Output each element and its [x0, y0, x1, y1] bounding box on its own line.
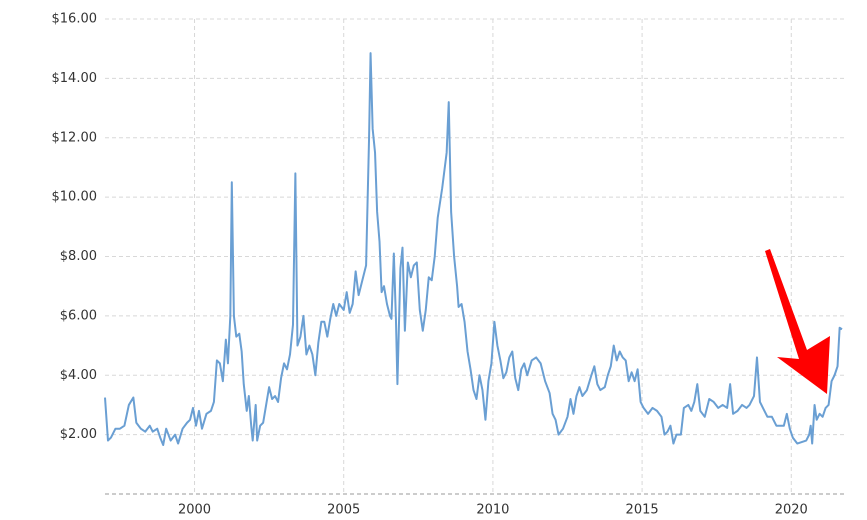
x-tick-label: 2005 [327, 503, 360, 518]
y-tick-label: $2.00 [60, 427, 97, 442]
y-tick-label: $10.00 [52, 190, 98, 205]
y-tick-label: $16.00 [52, 12, 98, 27]
x-tick-label: 2000 [178, 503, 211, 518]
y-tick-label: $8.00 [60, 249, 97, 264]
x-tick-label: 2020 [775, 503, 808, 518]
x-tick-label: 2015 [626, 503, 659, 518]
annotation-arrow [765, 249, 830, 394]
y-tick-label: $12.00 [52, 130, 98, 145]
plot-area: $2.00 $4.00 $6.00 $8.00 $10.00 $12.00 $14.00 $1… [52, 12, 845, 518]
y-tick-label: $4.00 [60, 368, 97, 383]
price-line [104, 52, 843, 447]
x-tick-label: 2010 [476, 503, 509, 518]
y-tick-label: $14.00 [52, 71, 98, 86]
y-tick-label: $6.00 [60, 308, 97, 323]
